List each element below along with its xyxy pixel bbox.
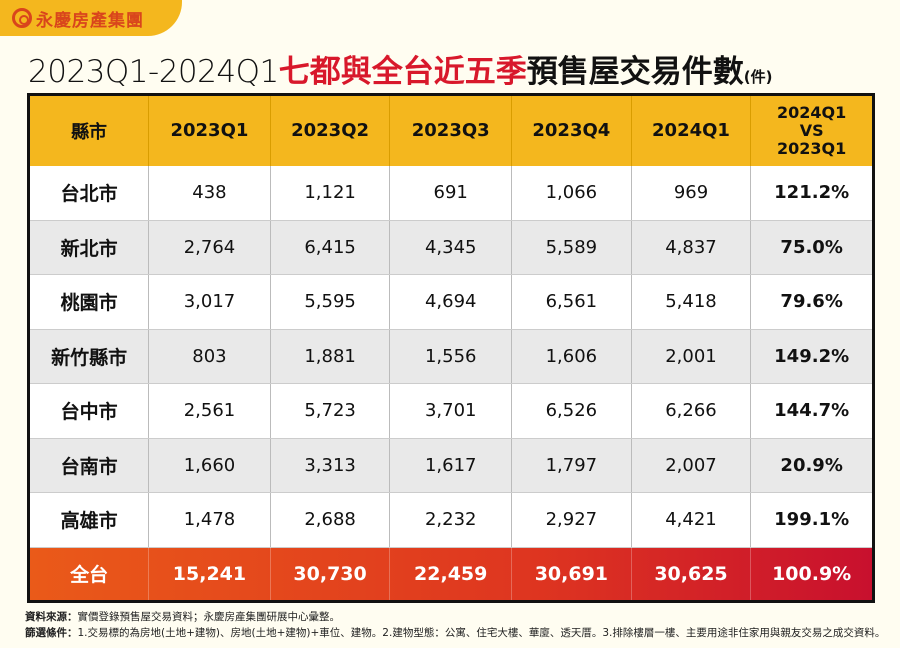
value-cell: 6,266: [630, 383, 751, 439]
value-cell: 5,723: [269, 383, 390, 439]
value-cell: 1,478: [148, 492, 271, 548]
value-cell: 6,526: [511, 383, 632, 439]
value-cell: 6,561: [511, 274, 632, 330]
value-cell: 1,606: [511, 329, 632, 384]
brand-logo: 永慶房產集團: [0, 0, 182, 36]
column-header: 2023Q1: [148, 94, 271, 166]
value-cell: 2,561: [148, 383, 271, 439]
value-cell: 1,556: [389, 329, 512, 384]
column-header: 2023Q3: [389, 94, 512, 166]
value-cell: 4,345: [389, 220, 512, 275]
value-cell: 4,837: [630, 220, 751, 275]
source-text: 實價登錄預售屋交易資料；永慶房產集團研展中心彙整。: [77, 611, 341, 623]
column-header: 2024Q1: [630, 94, 751, 166]
growth-cell: 149.2%: [750, 329, 874, 384]
column-header-line: 2023Q1: [170, 120, 249, 142]
column-header-line: 2024Q1: [652, 120, 730, 142]
table-row: 新竹縣市 803 1,881 1,556 1,606 2,001 149.2%: [27, 329, 874, 384]
value-cell: 6,415: [269, 220, 390, 275]
total-cell: 30,730: [269, 547, 390, 602]
growth-cell: 121.2%: [750, 165, 874, 221]
value-cell: 1,660: [148, 438, 271, 493]
value-cell: 2,688: [269, 492, 390, 548]
total-row: 全台 15,241 30,730 22,459 30,691 30,625 100.9%: [27, 547, 874, 602]
column-header: 2024Q1 VS 2023Q1: [750, 94, 874, 166]
table-row: 新北市 2,764 6,415 4,345 5,589 4,837 75.0%: [27, 220, 874, 275]
source-label: 資料來源：: [25, 611, 78, 623]
total-cell: 30,625: [630, 547, 751, 602]
title-unit: (件): [743, 68, 773, 86]
total-cell: 15,241: [148, 547, 271, 602]
city-cell: 台中市: [27, 383, 149, 439]
value-cell: 438: [148, 165, 271, 221]
value-cell: 3,017: [148, 274, 271, 330]
growth-cell: 199.1%: [750, 492, 874, 548]
value-cell: 3,313: [269, 438, 390, 493]
header-row: 縣市 2023Q1 2023Q2 2023Q3 2023Q4 2024Q1 2024Q1 VS…: [27, 94, 874, 166]
total-cell: 30,691: [511, 547, 632, 602]
value-cell: 1,797: [511, 438, 632, 493]
column-header-line: 2023Q1: [777, 138, 847, 158]
value-cell: 969: [630, 165, 751, 221]
city-cell: 台北市: [27, 165, 149, 221]
value-cell: 5,418: [630, 274, 751, 330]
column-header-line: 2023Q2: [291, 120, 370, 142]
value-cell: 1,121: [269, 165, 390, 221]
value-cell: 691: [389, 165, 512, 221]
city-cell: 桃園市: [27, 274, 149, 330]
value-cell: 2,007: [630, 438, 751, 493]
table-row: 台南市 1,660 3,313 1,617 1,797 2,007 20.9%: [27, 438, 874, 493]
table-row: 台中市 2,561 5,723 3,701 6,526 6,266 144.7%: [27, 383, 874, 439]
city-cell: 高雄市: [27, 492, 149, 548]
filter-note: 篩選條件：1.交易標的為房地(土地+建物)、房地(土地+建物)+車位、建物。2.…: [25, 625, 885, 641]
value-cell: 803: [148, 329, 271, 384]
title-period: 2023Q1-2024Q1: [28, 54, 279, 90]
total-cell: 全台: [27, 547, 149, 602]
value-cell: 2,764: [148, 220, 271, 275]
value-cell: 1,066: [511, 165, 632, 221]
column-header: 2023Q4: [511, 94, 632, 166]
column-header: 2023Q2: [269, 94, 390, 166]
value-cell: 4,421: [630, 492, 751, 548]
column-header-line: 2023Q3: [411, 120, 490, 142]
column-header-line: VS: [799, 120, 824, 140]
column-header-line: 縣市: [71, 121, 108, 143]
total-cell: 22,459: [389, 547, 512, 602]
value-cell: 1,881: [269, 329, 390, 384]
column-header: 縣市: [27, 94, 149, 166]
table-row: 桃園市 3,017 5,595 4,694 6,561 5,418 79.6%: [27, 274, 874, 330]
value-cell: 2,001: [630, 329, 751, 384]
column-header-line: 2024Q1: [777, 102, 847, 122]
source-note: 資料來源：實價登錄預售屋交易資料；永慶房產集團研展中心彙整。: [25, 609, 885, 625]
logo-icon: [12, 8, 32, 28]
growth-cell: 79.6%: [750, 274, 874, 330]
page-title: 2023Q1-2024Q1 七都與全台近五季 預售屋交易件數 (件): [28, 46, 772, 91]
value-cell: 4,694: [389, 274, 512, 330]
city-cell: 台南市: [27, 438, 149, 493]
column-header-line: 2023Q4: [532, 120, 611, 142]
brand-name: 永慶房產集團: [36, 10, 144, 31]
value-cell: 2,927: [511, 492, 632, 548]
title-main: 預售屋交易件數: [526, 54, 744, 90]
value-cell: 5,589: [511, 220, 632, 275]
notes: 資料來源：實價登錄預售屋交易資料；永慶房產集團研展中心彙整。 篩選條件：1.交易…: [25, 609, 885, 641]
filter-text: 1.交易標的為房地(土地+建物)、房地(土地+建物)+車位、建物。2.建物型態：…: [77, 627, 886, 639]
city-cell: 新北市: [27, 220, 149, 275]
growth-cell: 144.7%: [750, 383, 874, 439]
value-cell: 2,232: [389, 492, 512, 548]
growth-cell: 75.0%: [750, 220, 874, 275]
value-cell: 1,617: [389, 438, 512, 493]
filter-label: 篩選條件：: [25, 627, 78, 639]
value-cell: 3,701: [389, 383, 512, 439]
value-cell: 5,595: [269, 274, 390, 330]
table-row: 台北市 438 1,121 691 1,066 969 121.2%: [27, 165, 874, 221]
total-cell: 100.9%: [750, 547, 874, 602]
city-cell: 新竹縣市: [27, 329, 149, 384]
data-table: 縣市 2023Q1 2023Q2 2023Q3 2023Q4 2024Q1 2024Q1 VS…: [27, 93, 875, 603]
table-row: 高雄市 1,478 2,688 2,232 2,927 4,421 199.1%: [27, 492, 874, 548]
growth-cell: 20.9%: [750, 438, 874, 493]
title-highlight: 七都與全台近五季: [278, 54, 527, 90]
